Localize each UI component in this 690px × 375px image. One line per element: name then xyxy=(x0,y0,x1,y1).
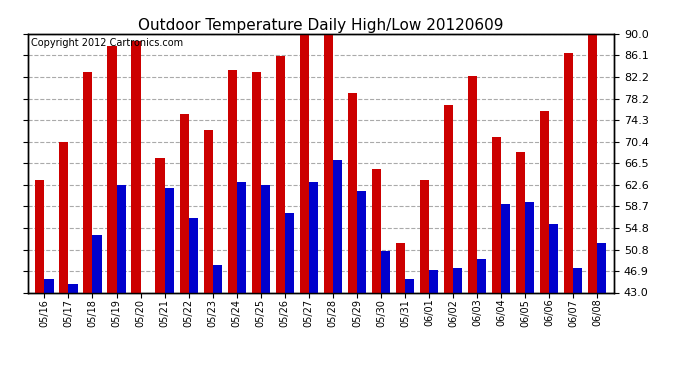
Bar xyxy=(252,72,261,375)
Bar xyxy=(564,53,573,375)
Bar xyxy=(492,137,501,375)
Bar xyxy=(237,182,246,375)
Bar xyxy=(92,235,101,375)
Bar xyxy=(108,46,117,375)
Bar xyxy=(83,72,92,375)
Bar xyxy=(228,69,237,375)
Bar xyxy=(324,31,333,375)
Bar xyxy=(213,265,221,375)
Bar xyxy=(309,182,318,375)
Bar xyxy=(44,279,54,375)
Bar xyxy=(549,224,558,375)
Title: Outdoor Temperature Daily High/Low 20120609: Outdoor Temperature Daily High/Low 20120… xyxy=(138,18,504,33)
Bar xyxy=(131,41,141,375)
Bar xyxy=(381,251,390,375)
Bar xyxy=(588,34,598,375)
Bar xyxy=(420,180,429,375)
Bar xyxy=(516,152,525,375)
Bar xyxy=(285,213,294,375)
Bar xyxy=(405,279,414,375)
Bar xyxy=(372,169,381,375)
Bar xyxy=(179,114,188,375)
Bar xyxy=(477,260,486,375)
Bar xyxy=(299,35,309,375)
Bar xyxy=(357,190,366,375)
Bar xyxy=(333,160,342,375)
Bar xyxy=(59,142,68,375)
Bar xyxy=(204,130,213,375)
Bar xyxy=(429,270,438,375)
Bar xyxy=(155,158,165,375)
Text: Copyright 2012 Cartronics.com: Copyright 2012 Cartronics.com xyxy=(30,38,183,48)
Bar xyxy=(117,185,126,375)
Bar xyxy=(444,105,453,375)
Bar xyxy=(468,76,477,375)
Bar xyxy=(540,111,549,375)
Bar xyxy=(573,268,582,375)
Bar xyxy=(35,180,44,375)
Bar xyxy=(598,243,607,375)
Bar xyxy=(525,202,534,375)
Bar xyxy=(501,204,511,375)
Bar xyxy=(348,93,357,375)
Bar xyxy=(453,268,462,375)
Bar xyxy=(188,218,198,375)
Bar xyxy=(276,56,285,375)
Bar xyxy=(396,243,405,375)
Bar xyxy=(165,188,174,375)
Bar xyxy=(141,292,150,375)
Bar xyxy=(68,284,77,375)
Bar xyxy=(261,185,270,375)
